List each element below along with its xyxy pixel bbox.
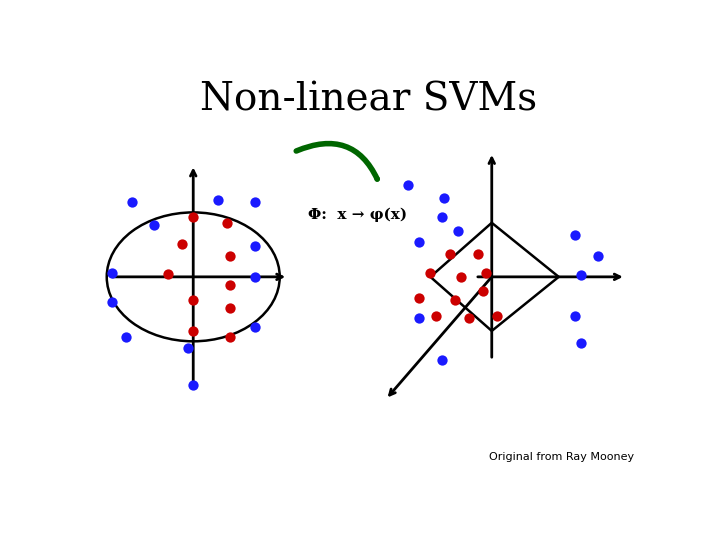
Point — [224, 333, 235, 341]
Point — [450, 295, 462, 304]
Point — [413, 237, 425, 246]
Point — [249, 322, 261, 331]
Point — [126, 198, 138, 206]
Point — [148, 220, 160, 229]
Point — [402, 181, 414, 190]
Point — [249, 241, 261, 250]
Text: Original from Ray Mooney: Original from Ray Mooney — [489, 452, 634, 462]
Point — [477, 287, 489, 296]
Point — [438, 193, 450, 202]
Point — [107, 298, 118, 306]
Point — [187, 381, 199, 389]
Point — [464, 314, 475, 323]
Point — [431, 312, 442, 321]
Point — [472, 249, 484, 258]
Point — [570, 231, 581, 240]
Point — [176, 239, 188, 248]
Point — [221, 219, 233, 227]
Point — [249, 198, 261, 206]
Point — [570, 312, 581, 321]
FancyArrowPatch shape — [296, 144, 377, 179]
Point — [224, 281, 235, 289]
Point — [182, 343, 194, 352]
Point — [107, 268, 118, 277]
Point — [163, 269, 174, 278]
Point — [187, 327, 199, 335]
Point — [455, 273, 467, 281]
Point — [575, 339, 587, 348]
Text: Non-linear SVMs: Non-linear SVMs — [200, 82, 538, 119]
Point — [575, 271, 587, 279]
Text: Φ:  x → φ(x): Φ: x → φ(x) — [307, 207, 407, 222]
Point — [480, 268, 492, 277]
Point — [413, 293, 425, 302]
Point — [413, 314, 425, 323]
Point — [187, 212, 199, 221]
Point — [212, 195, 224, 204]
Point — [492, 312, 503, 321]
Point — [120, 333, 132, 341]
Point — [444, 249, 456, 258]
Point — [453, 227, 464, 235]
Point — [224, 303, 235, 312]
Point — [425, 268, 436, 277]
Point — [436, 212, 447, 221]
Point — [436, 356, 447, 364]
Point — [224, 252, 235, 260]
Point — [249, 273, 261, 281]
Point — [592, 252, 603, 260]
Point — [187, 295, 199, 304]
